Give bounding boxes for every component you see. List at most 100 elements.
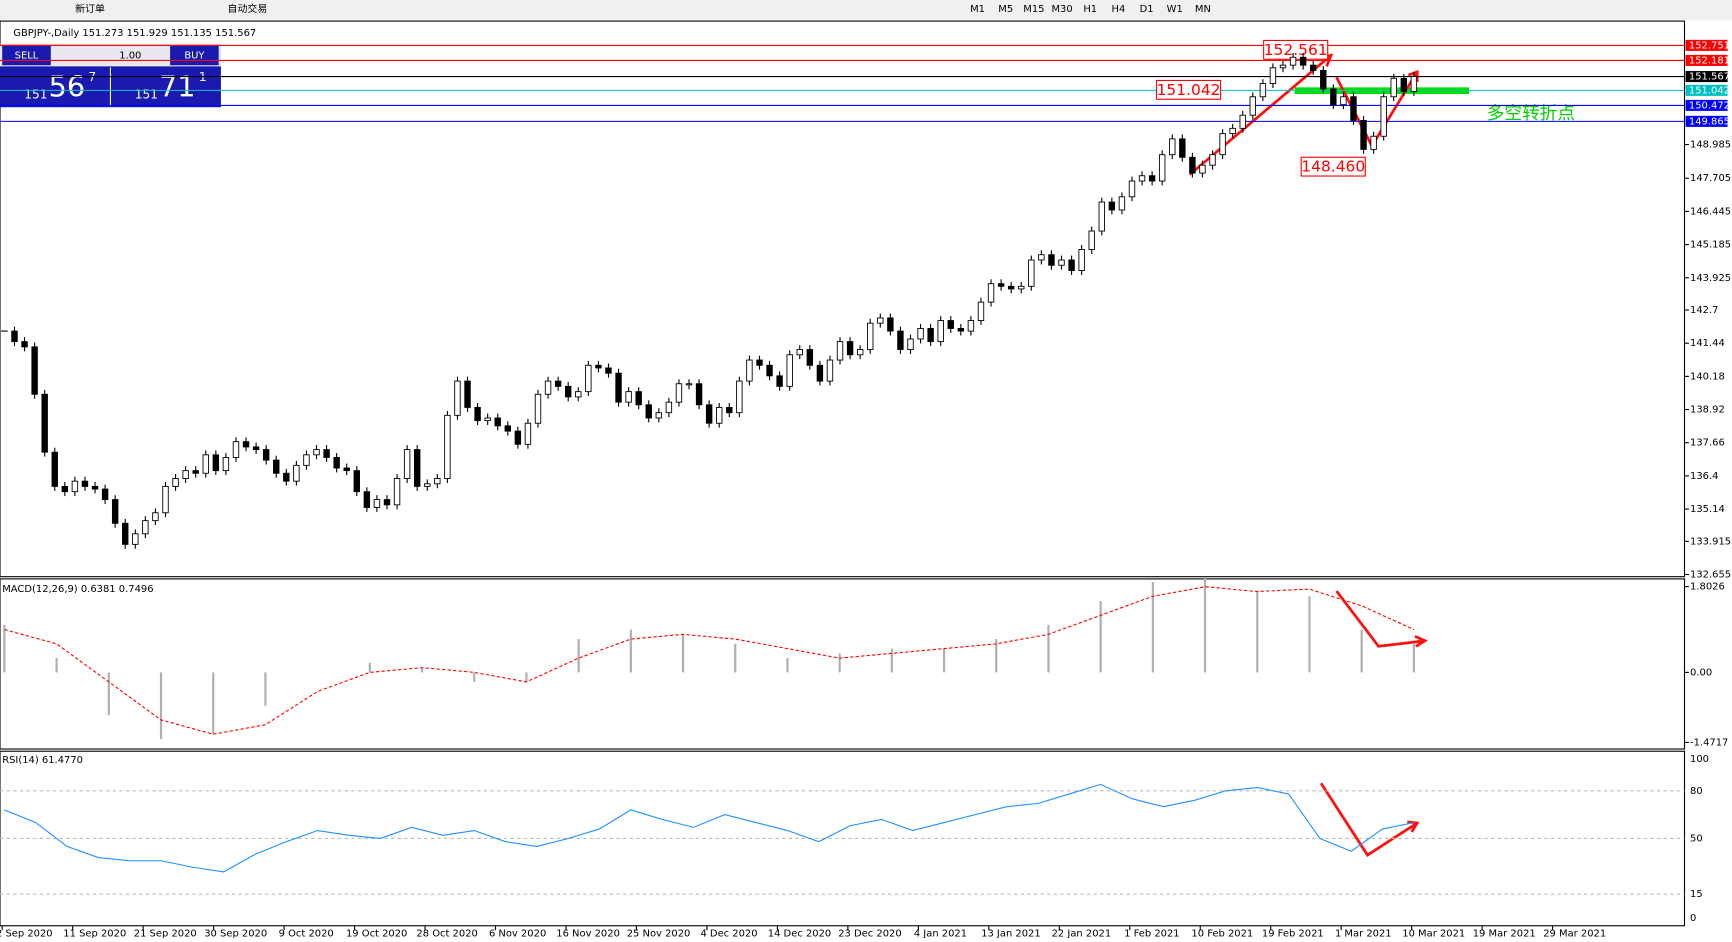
price-tag (1685, 71, 1728, 83)
candle (645, 404, 652, 419)
x-tick-label: 6 Nov 2020 (489, 928, 546, 938)
candle (383, 499, 391, 506)
candle (1088, 230, 1095, 250)
x-tick-label: 16 Nov 2020 (556, 928, 620, 938)
candle (172, 478, 179, 487)
candle (111, 499, 119, 524)
rsi-header: RSI(14) 61.4770 (2, 755, 83, 766)
x-tick-label: 1 Feb 2021 (1124, 928, 1180, 938)
macd-bar (107, 672, 110, 716)
candle (403, 449, 411, 479)
macd-bar (1256, 591, 1259, 673)
sell-button[interactable]: SELL (15, 50, 39, 61)
x-tick-label: 11 Sep 2020 (63, 928, 126, 938)
candle (152, 512, 159, 522)
y-tick-label: 80 (1690, 786, 1703, 797)
candle (575, 391, 582, 398)
x-tick-label: 29 Mar 2021 (1543, 928, 1606, 938)
candle (11, 330, 18, 343)
candle (514, 430, 522, 445)
macd-bar (734, 643, 737, 673)
x-tick-label: 2 Sep 2020 (0, 928, 53, 938)
candle (1189, 156, 1196, 174)
candle (564, 385, 572, 398)
candle (806, 349, 814, 366)
candle (585, 364, 592, 393)
timeframe[interactable]: MN (1195, 4, 1211, 15)
candle (675, 383, 683, 403)
y-tick-label: 0 (1690, 913, 1696, 924)
timeframe[interactable]: M30 (1051, 4, 1072, 15)
timeframe[interactable]: M1 (970, 4, 985, 15)
candle (524, 422, 532, 445)
y-tick-label: 141.44 (1690, 338, 1725, 349)
candle (434, 478, 441, 485)
macd-bar (1099, 601, 1102, 673)
candle (273, 459, 280, 474)
price-tag-label: 152.181 (1689, 55, 1730, 66)
x-tick-label: 10 Mar 2021 (1402, 928, 1465, 938)
macd-bar (786, 658, 789, 673)
candle (695, 383, 703, 406)
y-tick-label: 140.18 (1690, 371, 1725, 382)
candle (957, 328, 965, 332)
candle (1128, 180, 1136, 198)
candle (393, 478, 401, 506)
candle (1028, 259, 1035, 287)
candle (132, 533, 139, 545)
candle (1098, 201, 1105, 232)
price-tag-label: 151.042 (1689, 85, 1730, 96)
candle (1350, 96, 1357, 121)
macd-bar (577, 639, 580, 673)
candle (504, 425, 511, 432)
candle (474, 406, 481, 422)
macd-bar (1047, 624, 1050, 673)
candle (61, 485, 69, 493)
timeframe[interactable]: M15 (1023, 4, 1044, 15)
candle (343, 467, 350, 472)
y-tick-label: 135.14 (1690, 504, 1725, 515)
x-tick-label: 19 Feb 2021 (1262, 928, 1324, 938)
candle (1058, 259, 1065, 266)
price-tag-label: 151.567 (1689, 72, 1730, 83)
timeframe[interactable]: H1 (1083, 4, 1097, 15)
y-tick-label: -1.4717 (1690, 737, 1728, 748)
candle (786, 354, 793, 387)
candle (746, 359, 753, 382)
x-tick-label: 28 Oct 2020 (416, 928, 477, 938)
candle (967, 320, 975, 332)
candle (716, 406, 723, 424)
toolbar-button[interactable]: 新订单 (75, 2, 105, 15)
candle (71, 480, 79, 493)
candle (1018, 285, 1025, 290)
candle (887, 317, 894, 332)
x-tick-label: 4 Jan 2021 (914, 928, 967, 938)
candle (424, 483, 431, 487)
candle (1360, 120, 1367, 150)
candle (21, 341, 28, 348)
price-tag-label: 149.865 (1689, 116, 1730, 127)
candle (494, 417, 501, 427)
annotation: 148.460 (1301, 158, 1365, 176)
buy-button[interactable]: BUY (184, 50, 205, 61)
macd-frame (0, 578, 1686, 750)
timeframe[interactable]: M5 (998, 4, 1013, 15)
candle (635, 391, 642, 406)
volume[interactable]: 1.00 (119, 50, 141, 61)
main-frame (0, 20, 1686, 578)
candle (625, 391, 632, 403)
candle (1148, 175, 1156, 182)
macd-bar (525, 672, 528, 682)
candle (736, 380, 743, 414)
toolbar-button[interactable]: 自动交易 (228, 2, 268, 15)
macd-bar (681, 634, 685, 673)
candle (262, 449, 270, 461)
timeframe[interactable]: W1 (1167, 4, 1183, 15)
candle (1370, 135, 1377, 150)
timeframe[interactable]: D1 (1140, 4, 1154, 15)
y-tick-label: 50 (1690, 833, 1703, 844)
timeframe[interactable]: H4 (1112, 4, 1126, 15)
y-tick-label: 136.4 (1690, 471, 1718, 482)
buy-price: 151 (135, 88, 158, 102)
y-tick-label: 147.705 (1690, 173, 1731, 184)
